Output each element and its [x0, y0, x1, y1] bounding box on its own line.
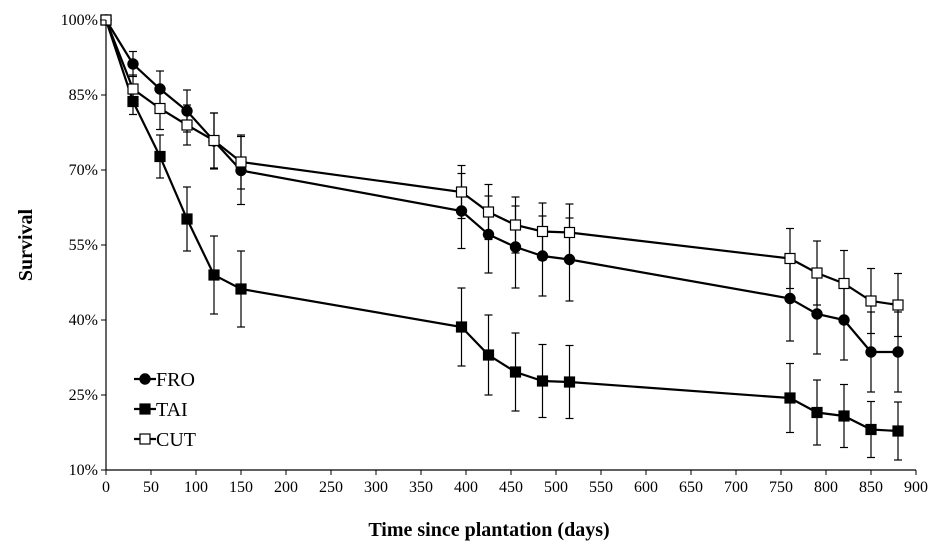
- fro-data-point: [509, 241, 522, 253]
- x-tick-label: 900: [904, 479, 928, 496]
- x-tick-label: 350: [409, 479, 433, 496]
- x-tick-label: 100: [184, 479, 208, 496]
- cut-data-point: [563, 226, 576, 239]
- tai-data-point: [455, 321, 468, 333]
- fro-data-point: [563, 253, 576, 266]
- tai-data-point: [838, 410, 850, 422]
- x-tick-label: 850: [859, 479, 883, 496]
- legend-label-cut: CUT: [156, 429, 196, 451]
- cut-data-point: [482, 206, 495, 218]
- fro-data-point: [784, 292, 796, 305]
- tai-series-line: [104, 19, 899, 433]
- legend-item-cut: CUT: [134, 429, 196, 451]
- tai-data-point: [811, 406, 823, 419]
- fro-data-point: [455, 205, 468, 217]
- y-axis-title: Survival: [15, 208, 37, 281]
- axes: 10% 25% 40% 55% 70% 85% 100% 0 50 100 150 200 250 300…: [61, 12, 928, 496]
- cut-data-point: [235, 156, 247, 168]
- cut-data-point: [127, 83, 139, 95]
- x-tick-label: 50: [143, 479, 159, 496]
- fro-series-line: [105, 19, 898, 354]
- x-tick-label: 600: [634, 479, 658, 496]
- tai-data-point: [208, 269, 220, 281]
- tai-data-point: [127, 95, 139, 108]
- tai-data-point: [482, 349, 495, 361]
- x-tick-label: 750: [769, 479, 793, 496]
- tai-data-point: [865, 423, 877, 436]
- legend-item-tai: TAI: [134, 399, 188, 421]
- cut-data-point: [811, 267, 823, 279]
- x-tick-label: 0: [102, 479, 110, 496]
- cut-series-line: [104, 19, 899, 307]
- legend-marker-tai: [139, 403, 151, 415]
- y-tick-label: 25%: [69, 387, 98, 404]
- cut-data-point: [892, 299, 904, 311]
- y-tick-label: 10%: [69, 462, 98, 479]
- x-tick-label: 500: [544, 479, 568, 496]
- series-markers: [100, 14, 904, 437]
- legend-marker-cut: [139, 433, 151, 445]
- x-tick-label: 800: [814, 479, 838, 496]
- fro-data-point: [892, 346, 904, 358]
- cut-data-point: [509, 219, 522, 231]
- x-tick-label: 550: [589, 479, 613, 496]
- x-axis-title: Time since plantation (days): [368, 519, 609, 541]
- x-tick-label: 650: [679, 479, 703, 496]
- tai-data-point: [563, 376, 576, 388]
- fro-data-point: [838, 314, 850, 326]
- cut-data-point: [208, 134, 220, 147]
- fro-data-point: [181, 105, 193, 117]
- y-tick-label: 100%: [61, 12, 98, 29]
- y-tick-label: 85%: [69, 87, 98, 104]
- cut-data-point: [455, 186, 468, 198]
- legend-item-fro: FRO: [134, 369, 195, 391]
- x-tick-label: 450: [499, 479, 523, 496]
- tai-data-point: [154, 150, 166, 163]
- tai-data-point: [181, 213, 193, 225]
- tai-data-point: [235, 283, 247, 295]
- fro-data-point: [482, 228, 495, 241]
- cut-data-point: [536, 225, 549, 238]
- fro-data-point: [811, 308, 823, 320]
- tai-data-point: [784, 392, 796, 404]
- cut-data-point: [865, 295, 877, 307]
- cut-data-point: [181, 119, 193, 131]
- cut-data-point: [784, 252, 796, 265]
- series-lines: [104, 19, 899, 433]
- tai-data-point: [536, 375, 549, 387]
- y-tick-label: 40%: [69, 312, 98, 329]
- legend-marker-fro: [139, 373, 151, 385]
- cut-data-point: [154, 102, 166, 115]
- x-tick-label: 300: [364, 479, 388, 496]
- legend: FRO TAI CUT: [134, 369, 196, 451]
- y-tick-label: 55%: [69, 237, 98, 254]
- y-tick-label: 70%: [69, 162, 98, 179]
- tai-data-point: [509, 366, 522, 378]
- fro-data-point: [127, 58, 139, 70]
- x-tick-label: 250: [319, 479, 343, 496]
- fro-data-point: [154, 83, 166, 95]
- fro-data-point: [865, 346, 877, 358]
- legend-label-tai: TAI: [156, 399, 188, 421]
- x-tick-label: 150: [229, 479, 253, 496]
- tai-data-point: [892, 425, 904, 437]
- x-tick-label: 400: [454, 479, 478, 496]
- cut-data-point: [838, 277, 850, 290]
- legend-label-fro: FRO: [156, 369, 195, 391]
- x-tick-label: 700: [724, 479, 748, 496]
- fro-data-point: [536, 250, 549, 262]
- x-tick-label: 200: [274, 479, 298, 496]
